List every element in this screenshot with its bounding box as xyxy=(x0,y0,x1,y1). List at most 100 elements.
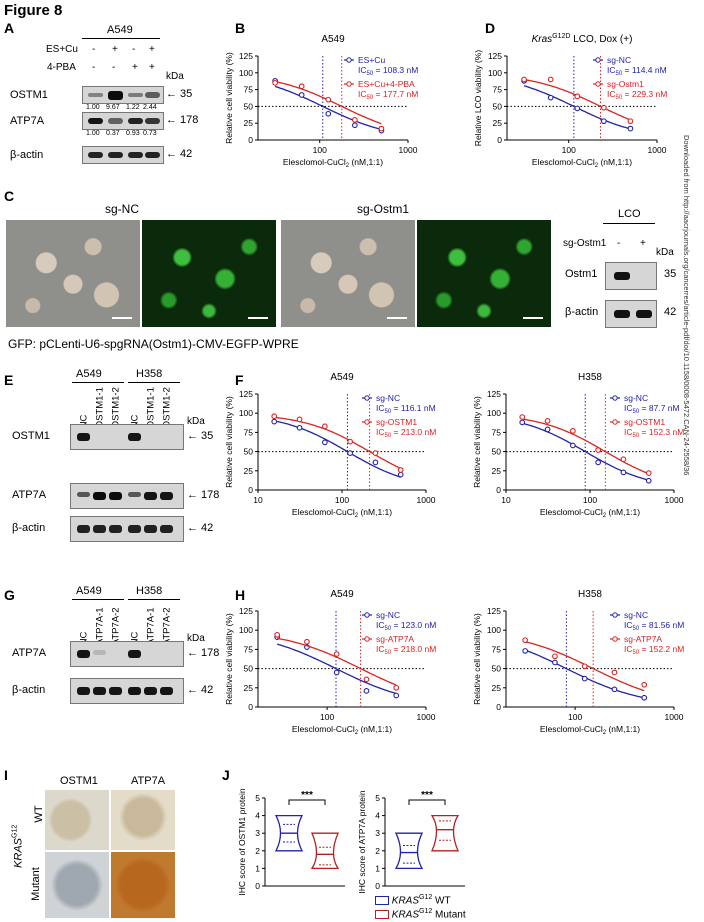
blot-label-beta-actin: β-actin xyxy=(10,149,44,161)
significance-bracket xyxy=(288,799,326,805)
y-tick-label: 100 xyxy=(488,68,502,78)
legend-ic50: IC50 = 87.7 nM xyxy=(624,403,680,415)
fit-curve xyxy=(274,420,401,478)
chart-title: H358 xyxy=(578,372,602,383)
data-point xyxy=(552,653,558,660)
legend-marker xyxy=(612,419,618,425)
blot-band xyxy=(108,152,123,158)
x-axis-label: Elesclomol-CuCl2 (nM,1:1) xyxy=(283,157,383,169)
legend-marker xyxy=(346,57,352,63)
blot-strip xyxy=(82,146,164,164)
data-point xyxy=(325,110,332,117)
blot-band xyxy=(128,433,141,441)
sign-es-cu: - xyxy=(132,44,136,55)
data-point xyxy=(519,419,526,426)
data-point xyxy=(552,659,558,666)
lco-kda-value: 42 xyxy=(664,306,677,318)
blot-band xyxy=(160,525,173,533)
lco-title: LCO xyxy=(618,208,641,220)
chart-title: A549 xyxy=(330,589,354,600)
data-point xyxy=(271,413,278,420)
legend-ic50: IC50 = 116.1 nM xyxy=(376,403,436,415)
blot-band xyxy=(144,525,157,533)
blot-band xyxy=(128,525,141,533)
blot-band xyxy=(145,152,160,158)
y-tick-label: 25 xyxy=(493,118,503,128)
legend-marker xyxy=(364,636,370,642)
y-tick-label: 125 xyxy=(487,389,501,399)
kda-label: kDa xyxy=(187,633,205,644)
y-tick-label: 100 xyxy=(239,68,253,78)
y-tick-label: 3 xyxy=(255,828,260,838)
panel-label-a: A xyxy=(4,20,15,36)
chart-title: A549 xyxy=(330,372,354,383)
blot-band xyxy=(77,687,90,695)
data-point xyxy=(393,692,400,699)
legend-ic50: IC50 = 177.7 nM xyxy=(358,89,418,101)
data-point xyxy=(333,651,340,657)
data-point xyxy=(627,118,634,125)
blot-band xyxy=(109,492,122,500)
y-tick-label: 50 xyxy=(244,664,254,674)
data-point xyxy=(581,663,588,670)
blot-strip xyxy=(82,112,164,130)
data-point xyxy=(271,418,278,425)
panel-label-i: I xyxy=(4,767,8,783)
band-quant: 1.22 xyxy=(126,104,140,111)
y-tick-label: 1 xyxy=(255,863,260,873)
blot-label: β-actin xyxy=(12,684,46,696)
data-point xyxy=(351,116,358,123)
blot-band xyxy=(77,525,90,533)
chart-title: A549 xyxy=(321,34,345,45)
data-point xyxy=(641,681,648,688)
data-point xyxy=(393,684,400,691)
data-point xyxy=(274,631,281,638)
data-point xyxy=(519,414,526,420)
data-point xyxy=(322,439,328,446)
lco-bar xyxy=(603,223,655,224)
band-quant: 1.00 xyxy=(86,104,100,111)
violin-chart-j1: 0 1 2 3 4 5 IHC score of OSTM1 protein *** xyxy=(237,788,345,896)
y-tick-label: 75 xyxy=(244,427,254,437)
y-tick-label: 0 xyxy=(248,135,253,145)
legend-series-name: sg-OSTM1 xyxy=(376,417,417,427)
legend-ic50: IC50 = 213.0 nM xyxy=(376,427,436,439)
data-point xyxy=(522,637,529,644)
kda-label: kDa xyxy=(166,71,184,82)
blot-label: OSTM1 xyxy=(12,430,50,442)
x-tick-label: 10 xyxy=(501,495,511,505)
blot-band xyxy=(108,118,123,124)
y-tick-label: 50 xyxy=(244,447,254,457)
chart-f2: H358 0 25 50 75 100 125 10 100 1000 Relative cell … xyxy=(472,372,684,519)
y-axis-label: Relative cell viability (%) xyxy=(224,52,234,144)
fit-curve xyxy=(274,416,401,469)
y-axis-label: Relative cell viability (%) xyxy=(224,613,234,705)
blot-strip xyxy=(70,678,184,704)
y-tick-label: 100 xyxy=(239,408,253,418)
y-tick-label: 25 xyxy=(244,683,254,693)
lco-blot-label: β-actin xyxy=(565,306,599,318)
kda-marker: ← 42 xyxy=(187,522,214,534)
data-point xyxy=(378,125,385,132)
data-point xyxy=(522,648,529,654)
legend-series-name: sg-ATP7A xyxy=(376,634,414,644)
legend-marker xyxy=(346,81,352,87)
data-point xyxy=(347,450,353,456)
y-tick-label: 75 xyxy=(492,644,502,654)
panel-label-b: B xyxy=(235,20,245,36)
legend-mutant-swatch xyxy=(375,910,389,920)
x-tick-label: 1000 xyxy=(399,145,418,155)
data-point xyxy=(574,105,581,112)
x-tick-label: 100 xyxy=(583,495,597,505)
y-tick-label: 75 xyxy=(244,85,254,95)
legend-series-name: sg-NC xyxy=(624,393,648,403)
y-tick-label: 25 xyxy=(492,466,502,476)
blot-band xyxy=(128,492,141,497)
fit-curve xyxy=(522,418,649,475)
data-point xyxy=(397,467,404,473)
lco-kda: kDa xyxy=(656,247,674,258)
blot-band xyxy=(77,433,90,441)
data-point xyxy=(611,669,618,676)
data-point xyxy=(547,76,554,83)
legend-marker xyxy=(364,419,370,425)
